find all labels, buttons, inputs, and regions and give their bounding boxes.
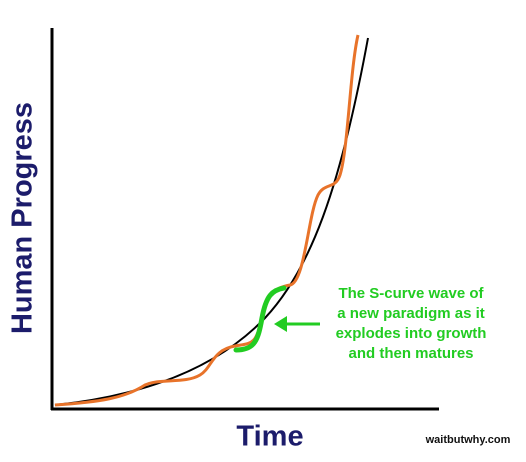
credit: waitbutwhy.com [425, 434, 511, 446]
annotation-line: a new paradigm as it [337, 305, 485, 322]
annotation-line: and then matures [348, 345, 473, 362]
y-axis-title: Human Progress [7, 102, 39, 334]
exponential-curve [54, 37, 369, 406]
annotation-line: explodes into growth [336, 325, 487, 342]
annotation-line: The S-curve wave of [338, 285, 484, 302]
s-curve-highlight [233, 285, 287, 353]
wave-curve [54, 34, 360, 407]
x-axis-title: Time [236, 421, 303, 453]
arrow-head [274, 316, 287, 332]
